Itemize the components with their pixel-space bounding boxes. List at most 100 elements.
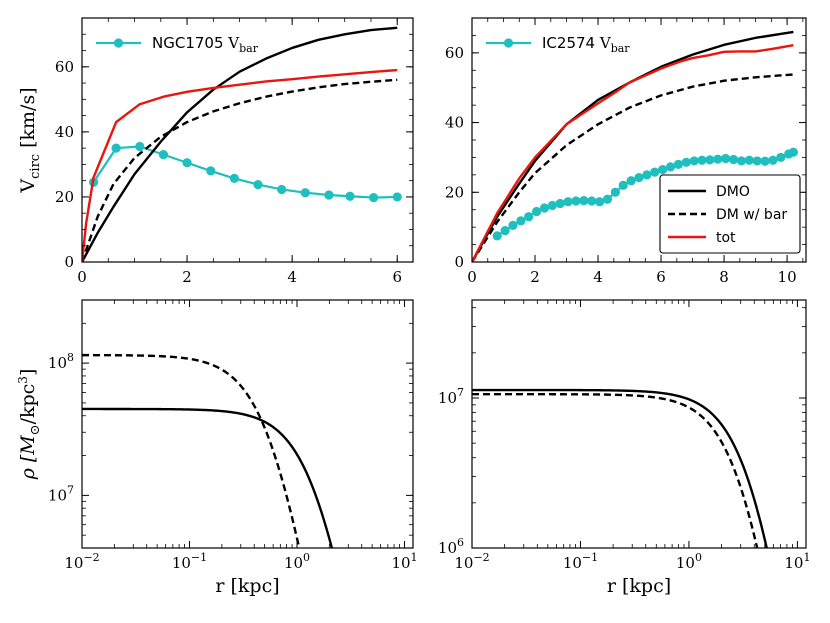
y-tick-label: 20 [55, 188, 74, 206]
panel-ic2574-density: 10−2 10−1 100 101 106 107 r [kpc] [438, 299, 810, 597]
x-axis-label: r [kpc] [607, 575, 671, 597]
panel-ngc1705-density: 10−2 10−1 100 101 107 108 r [kpc] ρ [M⊙/kpc3] [16, 299, 418, 597]
data-point [689, 156, 699, 166]
series-tot [472, 44, 794, 262]
series-dm-w-bar [472, 73, 794, 262]
y-tick-label: 40 [445, 114, 464, 132]
x-tick-label: 100 [284, 551, 310, 572]
data-point [324, 190, 334, 200]
data-point [642, 170, 652, 180]
data-point [658, 165, 668, 175]
x-tick-label: 100 [676, 551, 702, 572]
data-point [665, 162, 676, 172]
series-dm-w-bar [472, 392, 759, 548]
series-dm-w-bar [82, 78, 398, 262]
y-tick-label: 108 [48, 351, 74, 372]
axis-ticks [81, 17, 413, 263]
data-point [571, 196, 581, 206]
axes-frame [81, 299, 414, 549]
legend-entry: DM w/ bar [716, 207, 787, 223]
plot-area [472, 30, 798, 262]
x-tick-label: 10−2 [64, 551, 99, 572]
axis-ticks [471, 17, 806, 263]
data-point [618, 180, 628, 190]
data-point [752, 156, 762, 166]
legend-marker [503, 38, 514, 48]
data-point [229, 173, 239, 183]
y-tick-label: 60 [55, 58, 74, 76]
data-point [744, 155, 754, 165]
y-tick-label: 106 [438, 536, 464, 557]
data-point [500, 226, 510, 236]
data-point [728, 154, 739, 165]
data-point [555, 198, 565, 209]
data-point [721, 153, 731, 164]
data-point [111, 143, 121, 153]
series-dmo [472, 388, 768, 548]
axis-ticks [81, 299, 413, 549]
legend-entry: tot [716, 230, 736, 246]
data-point [563, 197, 573, 207]
x-tick-label: 10−2 [454, 551, 489, 572]
data-point [345, 191, 355, 201]
data-point [776, 152, 786, 163]
y-tick-label: 0 [64, 253, 74, 271]
data-point [531, 206, 542, 217]
y-tick-label: 107 [48, 483, 74, 504]
y-axis-label: Vcirc [km/s] [17, 87, 43, 193]
data-point [206, 166, 216, 176]
data-point [158, 150, 169, 160]
data-point [713, 154, 723, 164]
x-tick-label: 101 [784, 551, 810, 572]
plot-area [472, 388, 768, 548]
data-point [587, 196, 597, 206]
axis-ticks [471, 300, 806, 549]
data-point [650, 167, 660, 177]
legend-box: DMO DM w/ bar tot [659, 174, 801, 254]
x-tick-label: 0 [77, 268, 87, 286]
x-tick-label: 4 [287, 268, 297, 286]
series-tot [82, 68, 398, 262]
y-tick-label: 20 [445, 183, 464, 201]
data-point [547, 200, 557, 211]
x-tick-label: 4 [593, 268, 603, 286]
data-point [524, 212, 534, 222]
legend-label: NGC1705 Vbar [152, 34, 259, 55]
data-point [705, 155, 715, 165]
x-tick-label: 6 [392, 268, 402, 286]
data-point [508, 220, 518, 230]
legend: NGC1705 Vbar [96, 34, 259, 55]
data-point [595, 197, 605, 207]
legend: IC2574 Vbar [486, 34, 630, 55]
series-dmo [82, 407, 334, 548]
data-point [579, 196, 589, 206]
data-point [392, 192, 402, 202]
data-point [602, 194, 613, 204]
data-point [516, 216, 526, 226]
y-axis-label: ρ [M⊙/kpc3] [16, 369, 43, 481]
y-tick-label: 0 [454, 253, 464, 271]
x-tick-label: 10−1 [563, 551, 598, 572]
data-point [768, 155, 778, 165]
series-dmo [82, 26, 398, 262]
x-tick-label: 0 [467, 268, 477, 286]
data-point [182, 158, 192, 168]
legend-marker [113, 38, 124, 48]
x-axis-label: r [kpc] [215, 575, 279, 597]
data-point [681, 157, 691, 167]
data-point [492, 231, 502, 241]
legend-entry: DMO [716, 184, 750, 200]
x-tick-label: 8 [719, 268, 729, 286]
x-tick-label: 2 [530, 268, 540, 286]
data-point [368, 192, 379, 203]
x-tick-label: 2 [182, 268, 192, 286]
panel-ic2574-vcirc: 0 2 4 6 8 10 0 20 40 60 IC2574 Vbar DMO DM w/ bar tot [445, 17, 807, 286]
data-point [253, 179, 263, 190]
x-tick-label: 101 [391, 551, 417, 572]
data-point [539, 203, 550, 213]
x-tick-label: 10−1 [172, 551, 207, 572]
data-point [277, 184, 287, 195]
data-point [300, 188, 310, 198]
y-tick-label: 107 [438, 386, 464, 407]
